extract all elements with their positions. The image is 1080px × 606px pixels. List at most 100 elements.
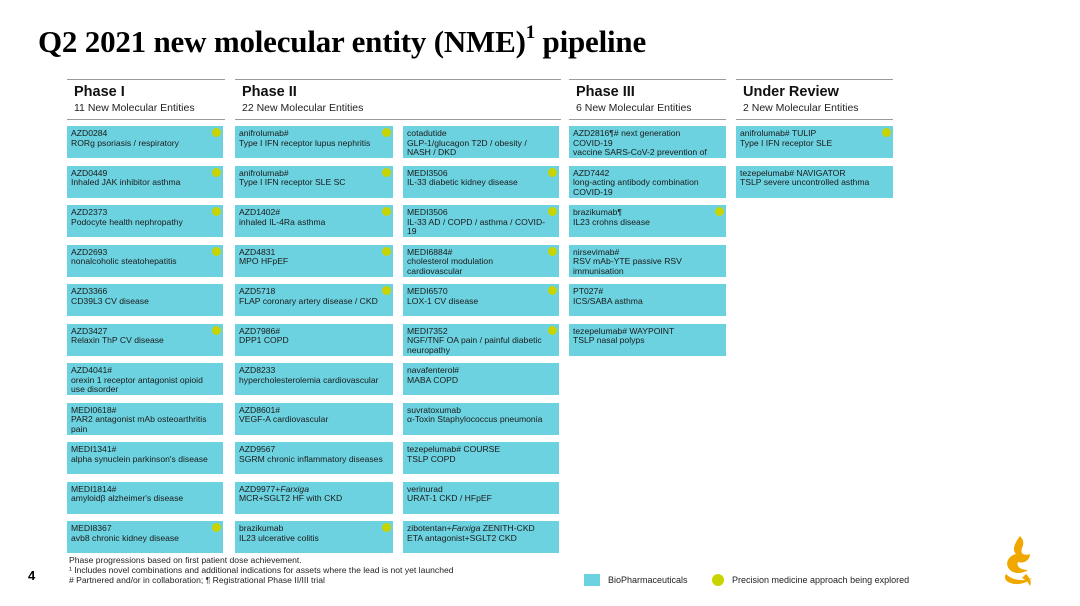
nme-description: IL-33 diabetic kidney disease	[407, 177, 518, 188]
nme-name: MEDI6884#	[407, 246, 453, 257]
precision-medicine-dot-icon	[548, 207, 557, 216]
nme-card: AZD9977+Farxiga MCR+SGLT2 HF with CKD	[235, 481, 393, 514]
nme-name: MEDI1341#	[71, 444, 117, 454]
nme-card: AZD3427 Relaxin ThP CV disease	[67, 323, 223, 356]
nme-description: ICS/SABA asthma	[573, 295, 643, 306]
nme-card: AZD2816¶# next generation COVID-19 vaccin…	[569, 126, 726, 158]
nme-description: LOX-1 CV disease	[407, 295, 479, 306]
nme-card: verinurad URAT-1 CKD / HFpEF	[403, 481, 559, 514]
nme-description: NGF/TNF OA pain / painful diabetic neuro…	[407, 335, 542, 355]
nme-name: brazikumab¶	[573, 207, 623, 217]
precision-medicine-dot-icon	[382, 167, 391, 177]
nme-card: AZD8233 hypercholesterolemia cardiovascul…	[235, 363, 393, 395]
precision-medicine-dot-icon	[548, 325, 557, 335]
biopharma-swatch	[584, 574, 600, 586]
precision-medicine-dot-icon	[382, 523, 391, 532]
nme-name: navafenterol#	[407, 365, 460, 375]
nme-description: TSLP COPD	[407, 453, 456, 464]
nme-description: FLAP coronary artery disease / CKD	[239, 295, 378, 306]
precision-medicine-dot-icon	[548, 286, 557, 295]
nme-name: AZD2693	[71, 246, 108, 257]
nme-name: MEDI6570	[407, 286, 448, 296]
nme-card: anifrolumab# Type I IFN receptor lupus ne…	[235, 126, 393, 158]
nme-description: Type I IFN receptor SLE SC	[239, 177, 346, 188]
nme-name: brazikumab	[239, 523, 284, 533]
phase-header: Phase I 11 New Molecular Entities	[67, 79, 225, 120]
title-text: Q2 2021 new molecular entity (NME)	[38, 24, 526, 59]
footnote-partnered: # Partnered and/or in collaboration; ¶ R…	[69, 575, 325, 585]
nme-description: MPO HFpEF	[239, 256, 289, 267]
phase-name: Phase III	[576, 84, 635, 100]
phase-header: Phase III 6 New Molecular Entities	[569, 79, 726, 120]
nme-card: zibotentan+Farxiga ZENITH-CKD ETA antagon…	[403, 521, 559, 553]
nme-name: MEDI0618#	[71, 404, 117, 415]
footnote-novel-combinations: ¹ Includes novel combinations and additi…	[69, 565, 454, 575]
nme-card: AZD4831 MPO HFpEF	[235, 244, 393, 277]
nme-card: tezepelumab# NAVIGATOR TSLP severe uncont…	[736, 165, 893, 198]
nme-card: tezepelumab# WAYPOINT TSLP nasal polyps	[569, 323, 726, 356]
precision-medicine-dot-icon	[382, 246, 391, 256]
nme-card: AZD7442 long-acting antibody combination …	[569, 165, 726, 198]
nme-description: CD39L3 CV disease	[71, 295, 149, 306]
nme-name: AZD8601#	[239, 404, 281, 415]
nme-name: anifrolumab# TULIP	[740, 128, 817, 138]
precision-dot-swatch	[712, 574, 724, 586]
phase-name: Under Review	[743, 84, 839, 100]
precision-medicine-dot-icon	[382, 286, 391, 295]
title-superscript: 1	[525, 22, 536, 43]
nme-description: nonalcoholic steatohepatitis	[71, 256, 177, 267]
nme-description: hypercholesterolemia cardiovascular	[239, 374, 379, 385]
nme-name: anifrolumab#	[239, 167, 289, 178]
phase-column-phase-i: Phase I 11 New Molecular Entities AZD0284 R…	[67, 79, 225, 553]
nme-card: MEDI6884# cholesterol modulation cardiova…	[403, 244, 559, 277]
nme-description: VEGF-A cardiovascular	[239, 414, 329, 425]
phase-header: Phase II 22 New Molecular Entities	[235, 79, 561, 120]
nme-card: AZD8601# VEGF-A cardiovascular	[235, 402, 393, 435]
legend-biopharma: BioPharmaceuticals	[584, 574, 688, 586]
nme-description: PAR2 antagonist mAb osteoarthritis pain	[71, 414, 207, 434]
nme-name: AZD3366	[71, 286, 108, 296]
phase-name: Phase I	[74, 84, 125, 100]
nme-card: anifrolumab# Type I IFN receptor SLE SC	[235, 165, 393, 198]
nme-card: MEDI1341# alpha synuclein parkinson's dis…	[67, 442, 223, 474]
nme-name: verinurad	[407, 483, 443, 494]
nme-name: MEDI8367	[71, 523, 112, 533]
nme-card: PT027# ICS/SABA asthma	[569, 284, 726, 316]
precision-medicine-dot-icon	[715, 207, 724, 216]
company-logo-icon	[1004, 536, 1032, 586]
nme-description: IL23 ulcerative colitis	[239, 532, 319, 543]
nme-description: MCR+SGLT2 HF with CKD	[239, 493, 343, 504]
nme-name: tezepelumab# NAVIGATOR	[740, 167, 846, 178]
nme-card: brazikumab¶ IL23 crohns disease	[569, 205, 726, 237]
nme-card: cotadutide GLP-1/glucagon T2D / obesity /…	[403, 126, 559, 158]
phase-count: 22 New Molecular Entities	[242, 102, 364, 114]
nme-card: MEDI0618# PAR2 antagonist mAb osteoarthri…	[67, 402, 223, 435]
nme-name: AZD3427	[71, 325, 108, 336]
nme-name: MEDI1814#	[71, 483, 117, 494]
nme-description: Inhaled JAK inhibitor asthma	[71, 177, 181, 188]
nme-description: amyloidβ alzheimer's disease	[71, 493, 184, 504]
nme-card: MEDI1814# amyloidβ alzheimer's disease	[67, 481, 223, 514]
nme-card: AZD2373 Podocyte health nephropathy	[67, 205, 223, 237]
phase-count: 6 New Molecular Entities	[576, 102, 692, 114]
nme-name: AZD2373	[71, 207, 108, 217]
nme-name: PT027#	[573, 286, 604, 296]
nme-card: nirsevimab# RSV mAb-YTE passive RSV immun…	[569, 244, 726, 277]
nme-description: IL-33 AD / COPD / asthma / COVID-19	[407, 216, 546, 237]
nme-card: suvratoxumab α-Toxin Staphylococcus pneum…	[403, 402, 559, 435]
nme-name: nirsevimab#	[573, 246, 620, 257]
precision-medicine-dot-icon	[212, 246, 221, 256]
nme-card: AZD4041# orexin 1 receptor antagonist opi…	[67, 363, 223, 395]
nme-card: anifrolumab# TULIP Type I IFN receptor SL…	[736, 126, 893, 158]
nme-description: Type I IFN receptor lupus nephritis	[239, 137, 371, 148]
nme-card: tezepelumab# COURSE TSLP COPD	[403, 442, 559, 474]
nme-card: AZD9567 SGRM chronic inflammatory disease…	[235, 442, 393, 474]
precision-medicine-dot-icon	[212, 523, 221, 532]
phase-column-under-review: Under Review 2 New Molecular Entities anif…	[736, 79, 893, 198]
nme-description: Podocyte health nephropathy	[71, 216, 183, 227]
footnotes: Phase progressions based on first patien…	[69, 555, 454, 585]
nme-description: RSV mAb-YTE passive RSV immunisation	[573, 256, 682, 276]
nme-name: suvratoxumab	[407, 404, 461, 415]
nme-name: AZD1402#	[239, 207, 281, 217]
nme-name: tezepelumab# WAYPOINT	[573, 325, 675, 336]
